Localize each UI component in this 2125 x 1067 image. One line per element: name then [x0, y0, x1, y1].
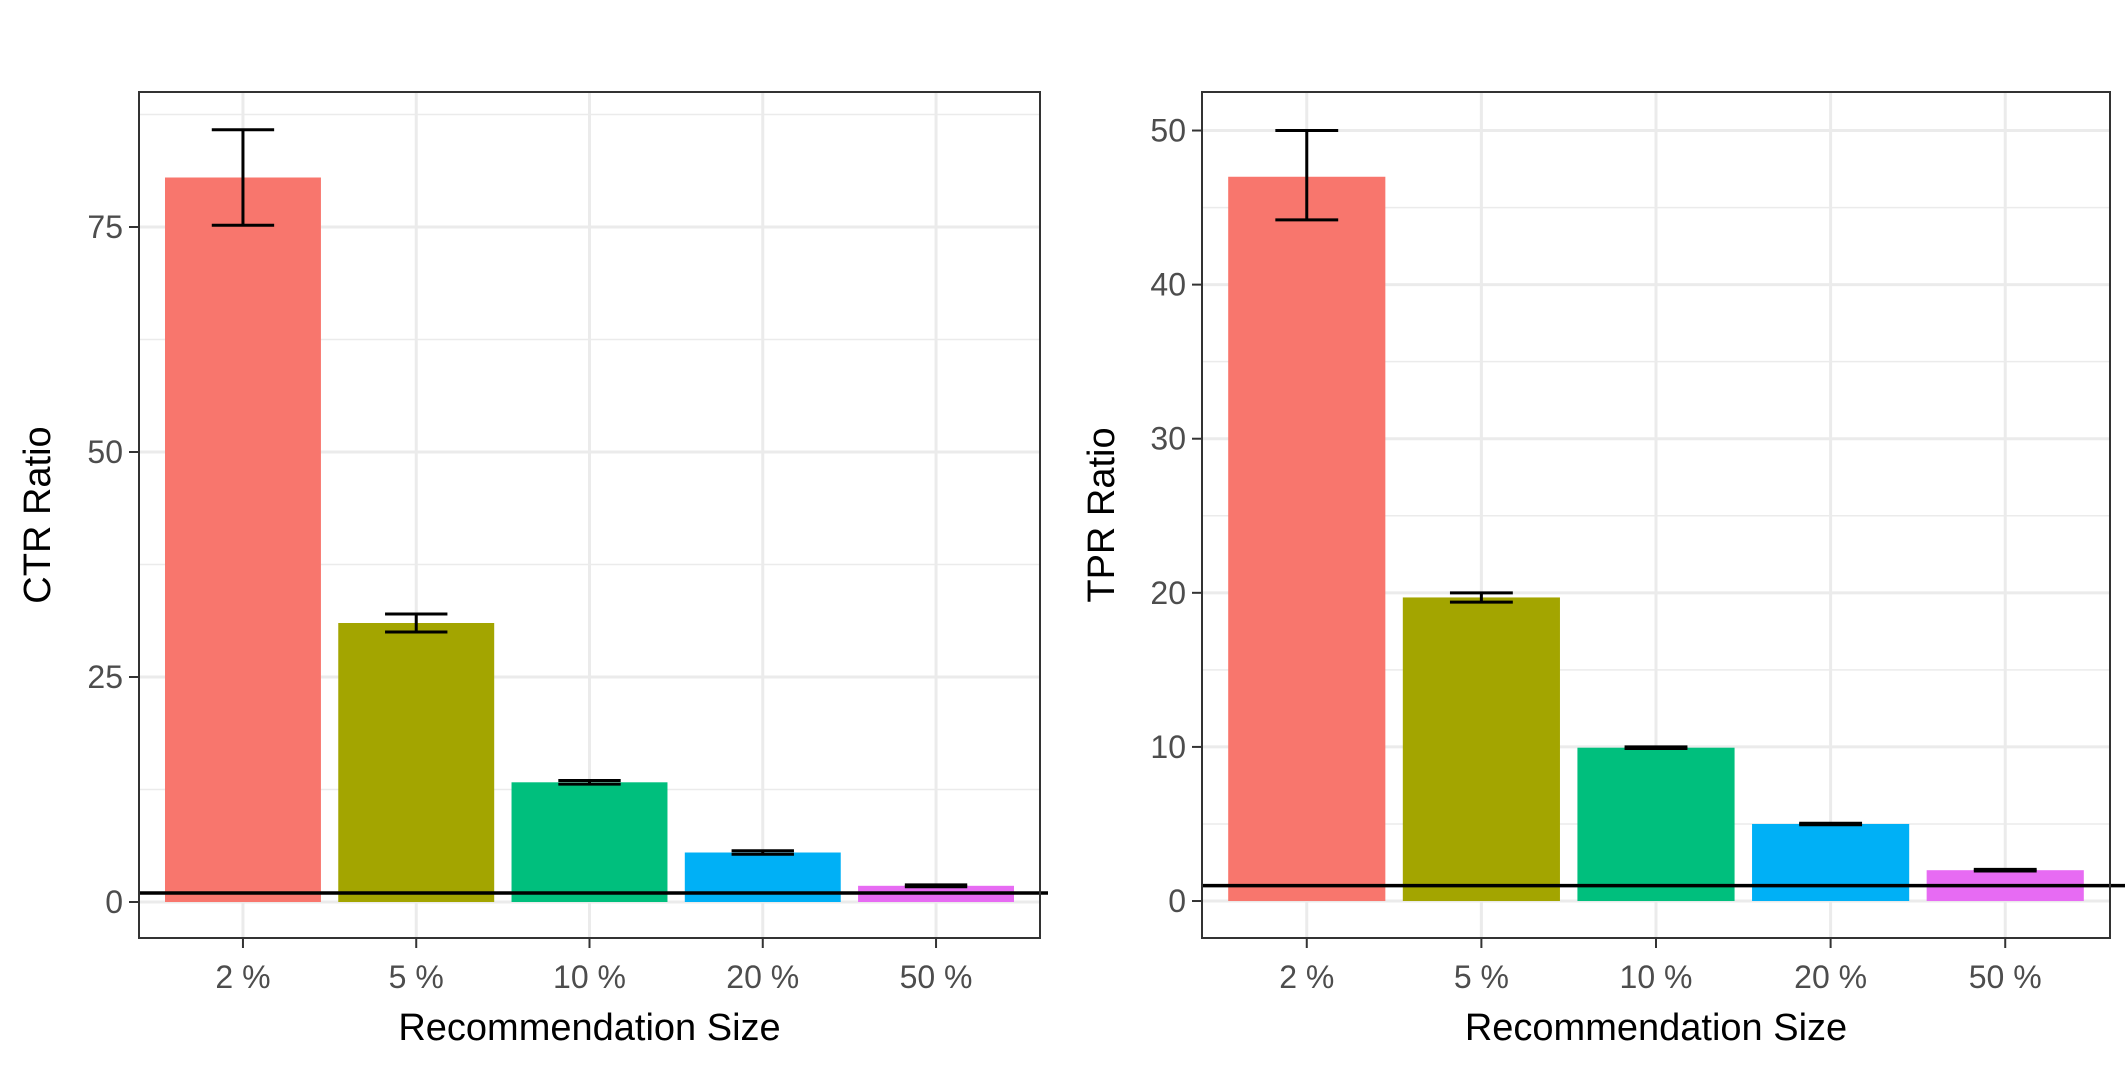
bar-1 [1402, 597, 1560, 902]
y-tick-label: 0 [105, 884, 123, 920]
bar-0 [164, 177, 321, 902]
error-bar-4 [904, 883, 968, 889]
error-bar-2 [1624, 745, 1688, 750]
error-bar-2 [558, 779, 621, 786]
x-tick-label: 10 % [553, 959, 626, 995]
error-bar-3 [1799, 821, 1863, 827]
y-tick-label: 50 [87, 434, 123, 470]
y-tick-label: 30 [1150, 421, 1186, 457]
x-tick-label: 50 % [1969, 959, 2042, 995]
tpr-ratio-panel: 0 10 20 30 40 50 2 % 5 % 10 % 20 % 50 % Recommendat… [1081, 91, 2125, 1049]
bar-1 [338, 623, 495, 902]
x-tick-label: 20 % [726, 959, 799, 995]
error-bar-1 [1449, 591, 1513, 604]
x-axis-title: Recommendation Size [1465, 1007, 1847, 1049]
error-bar-0 [1275, 129, 1339, 222]
error-bar-0 [211, 128, 275, 227]
bar-3 [1752, 823, 1910, 902]
error-bar-1 [385, 612, 448, 634]
y-tick-label: 50 [1150, 113, 1186, 149]
ctr-ratio-panel: 0 25 50 75 2 % 5 % 10 % 20 % 50 % Recommendation … [17, 91, 1048, 1049]
x-tick-label: 2 % [1279, 959, 1334, 995]
y-tick-label: 0 [1168, 883, 1186, 919]
y-axis-title: TPR Ratio [1081, 427, 1123, 602]
x-tick-label: 10 % [1620, 959, 1693, 995]
x-tick-label: 50 % [900, 959, 973, 995]
y-tick-label: 25 [87, 659, 123, 695]
x-tick-label: 2 % [215, 959, 270, 995]
x-tick-label: 20 % [1794, 959, 1867, 995]
bar-2 [511, 782, 668, 902]
y-axis-title: CTR Ratio [17, 426, 59, 603]
bar-0 [1228, 176, 1386, 902]
y-tick-label: 40 [1150, 267, 1186, 303]
x-tick-label: 5 % [1454, 959, 1509, 995]
x-axis-title: Recommendation Size [398, 1007, 780, 1049]
error-bar-4 [1973, 867, 2037, 873]
y-tick-label: 75 [87, 209, 123, 245]
bar-2 [1577, 747, 1735, 902]
y-tick-label: 20 [1150, 575, 1186, 611]
error-bar-3 [731, 849, 794, 856]
y-tick-label: 10 [1150, 729, 1186, 765]
x-tick-label: 5 % [389, 959, 444, 995]
